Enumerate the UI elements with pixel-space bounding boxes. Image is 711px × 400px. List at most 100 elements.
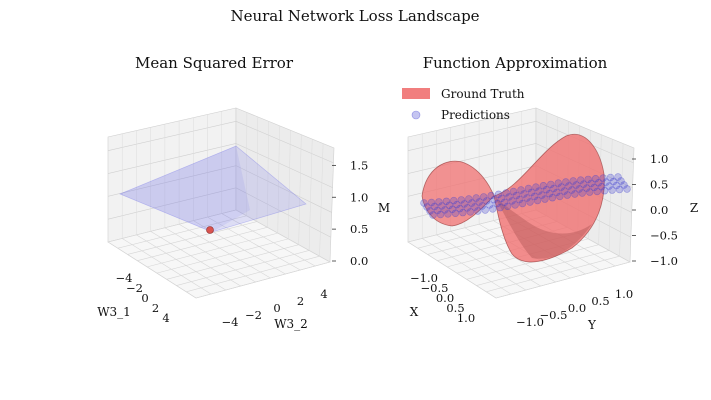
prediction-point: [550, 184, 558, 193]
func-legend: Ground Truth Predictions: [402, 87, 525, 122]
loss-wall-gridline: [319, 143, 324, 257]
prediction-point: [509, 187, 518, 196]
func-y-tick-label: 0.5: [591, 294, 609, 308]
func-wall-gridline: [619, 143, 624, 257]
prediction-point: [572, 181, 580, 189]
prediction-point: [430, 202, 439, 211]
loss-y-tick-label: −2: [245, 308, 262, 322]
prediction-point: [442, 197, 451, 206]
loss-y-ticks: −4 −2 0 2 4: [222, 287, 328, 329]
loss-wall-gridline: [256, 116, 259, 222]
prediction-point: [569, 177, 577, 185]
loss-wall-gridline: [107, 165, 237, 197]
func-x-tick-label: 0.0: [436, 291, 454, 305]
loss-wall-gridline: [298, 134, 302, 245]
loss-x-axis-label: W3_1: [97, 305, 131, 319]
loss-y-tick-label: 2: [297, 294, 304, 308]
loss-z-axis-label: M: [378, 201, 390, 215]
prediction-point: [563, 191, 571, 199]
func-floor-gridline: [486, 255, 620, 293]
loss-z-tick-label: 1.0: [350, 190, 368, 204]
legend-label-ground-truth: Ground Truth: [441, 87, 525, 101]
prediction-point: [575, 185, 583, 193]
prediction-point: [584, 175, 592, 184]
loss-floor-gridline: [164, 227, 256, 283]
prediction-point: [480, 193, 488, 201]
prediction-point: [582, 184, 591, 192]
loss-surface-fold: [120, 146, 250, 232]
prediction-point: [490, 195, 498, 204]
prediction-point: [593, 187, 601, 196]
prediction-point: [562, 178, 570, 186]
loss-floor-gridline: [136, 234, 226, 291]
loss-floor-gridline: [186, 255, 320, 293]
loss-y-axis-label: W3_2: [274, 317, 308, 331]
func-y-tick-label: 1.0: [615, 287, 633, 301]
func-x-axis-label: X: [410, 305, 419, 319]
func-z-tick-label: −0.5: [650, 229, 678, 243]
func-floor-gridline: [495, 261, 631, 299]
prediction-point: [541, 195, 549, 203]
prediction-point: [565, 182, 573, 190]
prediction-point: [471, 203, 479, 211]
prediction-point: [576, 176, 585, 184]
prediction-point: [453, 200, 461, 209]
prediction-point: [478, 202, 486, 210]
func-y-tick-label: −1.0: [516, 315, 544, 329]
func-x-ticks: −1.0−0.50.00.51.0: [410, 271, 475, 325]
prediction-point: [571, 190, 579, 198]
prediction-point: [547, 180, 555, 189]
loss-floor-gridline: [166, 244, 299, 280]
func-floor-gridline: [464, 227, 556, 283]
loss-z-ticks: 0.0 0.5 1.0 1.5: [332, 158, 368, 268]
prediction-point: [608, 186, 616, 194]
prediction-point: [530, 192, 539, 201]
prediction-point: [427, 198, 436, 207]
func-y-ticks: −1.0−0.5 0.0 0.5 1.0: [516, 287, 633, 329]
prediction-point: [557, 183, 565, 191]
legend-label-predictions: Predictions: [441, 108, 510, 122]
loss-x-tick-label: 2: [152, 301, 159, 315]
prediction-point: [465, 195, 473, 203]
loss-wall-gridline: [235, 165, 332, 213]
prediction-point: [426, 207, 434, 215]
loss-wall-gridline: [235, 187, 332, 238]
prediction-point: [517, 186, 525, 194]
loss-floor-gridline: [147, 232, 278, 268]
prediction-point: [585, 188, 594, 196]
func-y-tick-label: 0.0: [568, 301, 586, 315]
loss-x-tick-label: −4: [116, 271, 133, 285]
loss-y-tick-label: 0: [273, 301, 280, 315]
prediction-point: [533, 196, 542, 205]
loss-floor-gridline: [127, 221, 257, 255]
prediction-point: [466, 208, 474, 216]
func-x-tick-label: −0.5: [421, 281, 449, 295]
loss-surface: [119, 145, 307, 233]
func-x-tick-label: 1.0: [457, 311, 475, 325]
prediction-point: [493, 199, 501, 208]
loss-z-tick-label: 1.5: [350, 158, 368, 172]
loss-wall-gridline: [107, 121, 237, 151]
prediction-point: [496, 203, 504, 212]
loss-wall-gridline: [287, 130, 291, 239]
func-y-tick-label: −0.5: [540, 308, 568, 322]
prediction-point: [451, 209, 460, 218]
prediction-point: [594, 179, 603, 187]
loss-z-tick-label: 0.5: [350, 222, 368, 236]
prediction-point: [444, 210, 452, 218]
prediction-point: [472, 194, 480, 202]
func-y-axis-label: Y: [587, 318, 597, 332]
prediction-point: [423, 203, 431, 211]
prediction-point: [523, 194, 531, 202]
prediction-point: [591, 175, 600, 183]
loss-wall-gridline: [277, 125, 280, 234]
func-x-tick-label: 0.5: [446, 301, 464, 315]
func-wall-gridline: [407, 143, 537, 174]
loss-chart-title: Mean Squared Error: [135, 54, 294, 72]
loss-floor-gridline: [107, 241, 197, 299]
prediction-point: [463, 204, 471, 212]
func-floor-gridline: [450, 231, 541, 287]
prediction-point: [609, 177, 618, 186]
prediction-point: [518, 199, 527, 208]
prediction-point: [599, 174, 607, 182]
